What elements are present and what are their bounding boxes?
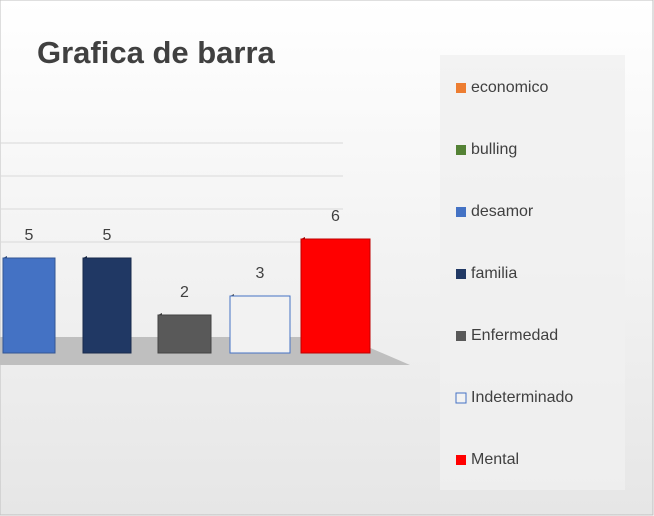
bar-front xyxy=(229,295,291,354)
value-label: 5 xyxy=(25,227,34,244)
bar-front xyxy=(300,238,371,354)
legend-swatch xyxy=(456,145,466,155)
legend-label: Enfermedad xyxy=(471,327,558,344)
legend-swatch xyxy=(456,331,466,341)
value-label: 3 xyxy=(256,265,265,282)
legend-label: desamor xyxy=(471,203,534,220)
legend-label: economico xyxy=(471,79,548,96)
chart-title: Grafica de barra xyxy=(37,35,276,70)
legend-swatch xyxy=(456,269,466,279)
legend-swatch xyxy=(456,83,466,93)
bar-front xyxy=(2,257,56,354)
value-label: 2 xyxy=(180,284,189,301)
legend-swatch xyxy=(456,207,466,217)
bar-front xyxy=(82,257,132,354)
legend-swatch xyxy=(455,392,467,404)
grid xyxy=(0,142,343,243)
bar xyxy=(2,256,56,354)
legend-label: Mental xyxy=(471,451,519,468)
legend-box xyxy=(440,55,625,490)
bar xyxy=(229,294,291,354)
legend-label: Indeterminado xyxy=(471,389,573,406)
value-label: 5 xyxy=(103,227,112,244)
legend-label: familia xyxy=(471,265,517,282)
bar xyxy=(82,256,132,354)
legend-swatch xyxy=(456,455,466,465)
bar xyxy=(300,237,371,354)
bar-front xyxy=(157,314,212,354)
legend-label: bulling xyxy=(471,141,517,158)
value-label: 6 xyxy=(331,208,340,225)
bar xyxy=(157,313,212,354)
